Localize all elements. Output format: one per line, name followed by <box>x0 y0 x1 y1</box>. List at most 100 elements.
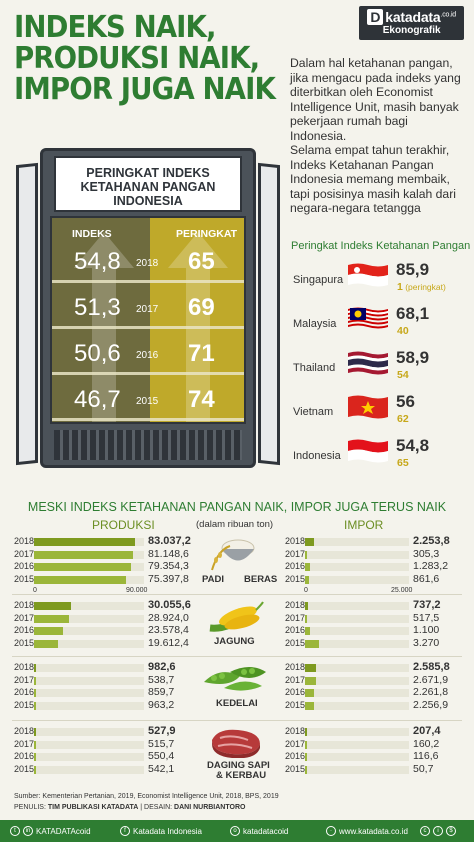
index-value: 50,6 <box>74 340 121 367</box>
fridge-shelf <box>52 418 244 421</box>
fridge-vent <box>54 430 242 460</box>
bar-track <box>34 575 144 584</box>
thailand-flag-icon <box>348 351 388 375</box>
beef-icon <box>212 729 260 758</box>
bar-track <box>305 765 409 774</box>
bar-track <box>305 753 409 761</box>
bar <box>34 575 127 584</box>
index-header: INDEKS <box>72 228 112 240</box>
credits: PENULIS: TIM PUBLIKASI KATADATA | DESAIN… <box>14 804 246 811</box>
bar-value-label: 859,7 <box>148 686 175 698</box>
bar-track <box>34 563 144 571</box>
bar-value-label: 23.578,4 <box>148 624 189 636</box>
rank-value: 65 <box>188 248 215 275</box>
bar-track <box>305 728 409 736</box>
rice-bowl-icon <box>211 539 255 571</box>
year-label: 2016 <box>14 561 35 571</box>
bar-value-label: 963,2 <box>148 698 175 711</box>
bar-value-label: 1.283,2 <box>413 560 449 572</box>
bar-value-label: 2.671,9 <box>413 673 449 686</box>
bar-track <box>34 728 144 736</box>
bar-value-label: 305,3 <box>413 547 440 560</box>
rank-note: (peringkat) <box>402 282 446 292</box>
globe-icon[interactable]: · <box>326 826 336 836</box>
bar <box>305 728 307 736</box>
bar <box>305 627 310 635</box>
logo-suffix: .co.id <box>440 11 456 19</box>
bar-track <box>34 664 144 672</box>
fridge-title-1: PERINGKAT INDEKS <box>86 166 210 180</box>
intro-paragraph-1: Dalam hal ketahanan pangan, jika mengacu… <box>290 56 461 143</box>
bar-value-label: 737,2 <box>413 599 441 611</box>
index-value: 54,8 <box>74 248 121 275</box>
soybean-icon <box>204 667 266 691</box>
year-label: 2015 <box>14 637 35 648</box>
facebook-link[interactable]: f Katadata Indonesia <box>120 826 202 836</box>
bar-value-label: 538,7 <box>148 673 175 686</box>
bar <box>305 602 309 610</box>
year-label: 2016 <box>285 561 306 571</box>
bar-track <box>34 614 144 623</box>
axis-zero-label: 0 <box>304 587 308 594</box>
index-value: 51,3 <box>74 294 121 321</box>
bar-track <box>34 689 144 697</box>
index-column <box>52 218 150 422</box>
twitter-icon[interactable]: t <box>10 826 20 836</box>
logo-sub: Ekonografik <box>382 25 441 36</box>
bar <box>305 639 319 648</box>
instagram-link[interactable]: o katadatacoid <box>230 826 288 836</box>
year-label: 2016 <box>285 751 306 761</box>
fridge-title-3: INDONESIA <box>113 194 183 208</box>
country-rank-value: 65 <box>397 457 409 469</box>
bar-track <box>305 538 409 546</box>
block-separator <box>12 656 462 657</box>
bar-track <box>34 627 144 635</box>
bar <box>34 689 36 697</box>
bar-track <box>34 538 144 546</box>
facebook-icon[interactable]: f <box>120 826 130 836</box>
bar <box>305 550 307 559</box>
country-rank-value: 62 <box>397 413 409 425</box>
country-name: Singapura <box>293 274 344 286</box>
year-label: 2015 <box>285 763 306 774</box>
linkedin-icon[interactable]: in <box>23 826 33 836</box>
rank-header: PERINGKAT <box>176 228 238 240</box>
bar <box>34 614 70 623</box>
linkedin-handle[interactable]: KATADATAcoid <box>36 826 91 836</box>
fridge-shelf <box>52 326 244 329</box>
year-label: 2017 <box>14 674 35 685</box>
logo-mark-icon: D <box>367 9 384 25</box>
year-label: 2016 <box>285 687 306 697</box>
commodity-label: & KERBAU <box>216 770 267 781</box>
year-label: 2015 <box>14 699 35 710</box>
bar <box>34 550 134 559</box>
bar-value-label: 2.256,9 <box>413 698 449 711</box>
bar-value-label: 79.354,3 <box>148 560 189 572</box>
bar-track <box>305 563 409 571</box>
year-label: 2016 <box>14 687 35 697</box>
country-name: Thailand <box>293 362 336 374</box>
bar <box>305 753 307 761</box>
bar <box>305 575 309 584</box>
impor-label: IMPOR <box>344 518 384 532</box>
fridge-shelf <box>52 280 244 283</box>
country-index-value: 54,8 <box>396 436 430 455</box>
country-index-value: 56 <box>396 392 415 411</box>
country-index-value: 68,1 <box>396 304 430 323</box>
social-links-left[interactable]: t in KATADATAcoid <box>10 826 91 836</box>
bar-track <box>34 676 144 685</box>
indonesia-flag-icon <box>348 439 388 463</box>
bar-value-label: 3.270 <box>413 636 440 649</box>
year-label: 2017 <box>285 738 306 749</box>
year-label: 2016 <box>14 625 35 635</box>
ranking-title: Peringkat Indeks Ketahanan Pangan <box>291 240 471 252</box>
bar <box>34 753 36 761</box>
bar-value-label: 527,9 <box>148 725 176 737</box>
intro-text: Dalam hal ketahanan pangan, jika mengacu… <box>290 56 466 216</box>
instagram-icon[interactable]: o <box>230 826 240 836</box>
page-title: INDEKS NAIK, PRODUKSI NAIK, IMPOR JUGA N… <box>14 12 276 105</box>
country-name: Malaysia <box>293 318 337 330</box>
year-label: 2017 <box>285 548 306 559</box>
website-link[interactable]: · www.katadata.co.id <box>326 826 408 836</box>
